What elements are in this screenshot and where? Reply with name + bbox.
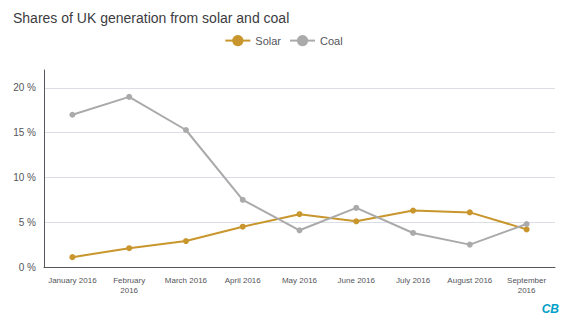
svg-text:February: February	[113, 276, 145, 285]
svg-text:2016: 2016	[518, 286, 536, 295]
svg-text:0 %: 0 %	[19, 262, 36, 273]
svg-text:June 2016: June 2016	[338, 276, 376, 285]
svg-text:March 2016: March 2016	[165, 276, 208, 285]
svg-text:20 %: 20 %	[13, 82, 36, 93]
svg-text:September: September	[507, 276, 546, 285]
svg-text:CB: CB	[542, 302, 560, 316]
svg-text:10 %: 10 %	[13, 172, 36, 183]
svg-text:5 %: 5 %	[19, 217, 36, 228]
svg-text:2016: 2016	[120, 286, 138, 295]
svg-text:Solar: Solar	[255, 35, 281, 47]
svg-text:August 2016: August 2016	[447, 276, 492, 285]
svg-text:Shares of UK generation from s: Shares of UK generation from solar and c…	[13, 10, 289, 26]
svg-text:April 2016: April 2016	[225, 276, 262, 285]
svg-text:15 %: 15 %	[13, 127, 36, 138]
svg-text:July 2016: July 2016	[396, 276, 431, 285]
svg-text:Coal: Coal	[320, 35, 343, 47]
svg-text:January 2016: January 2016	[48, 276, 97, 285]
svg-text:May 2016: May 2016	[282, 276, 318, 285]
